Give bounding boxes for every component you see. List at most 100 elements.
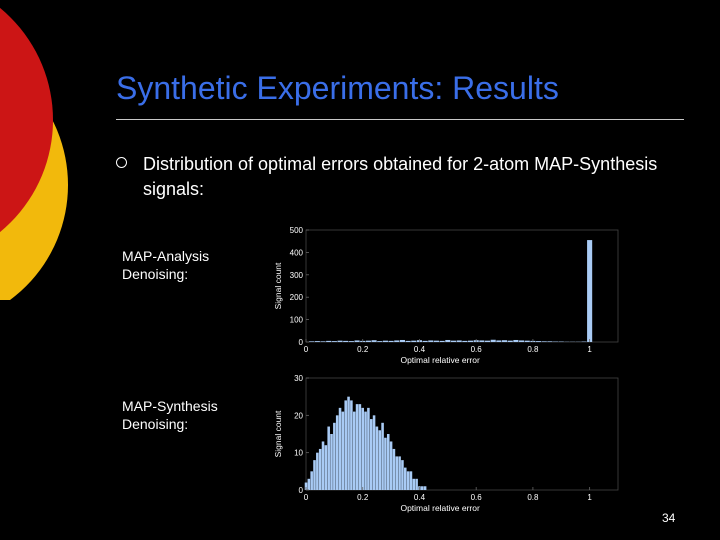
bar: [352, 411, 356, 490]
bar: [348, 341, 354, 342]
bar: [320, 341, 326, 342]
y-tick-label: 20: [294, 411, 303, 420]
synthesis-label: MAP-Synthesis Denoising:: [122, 397, 218, 433]
bar: [405, 340, 411, 342]
bar: [375, 426, 379, 490]
bar: [547, 341, 553, 342]
x-tick-label: 0.4: [414, 493, 426, 502]
bar: [496, 340, 502, 342]
bar: [401, 460, 404, 490]
bar: [326, 340, 332, 342]
bar: [384, 437, 387, 490]
bar: [377, 341, 383, 342]
bar: [382, 340, 388, 342]
bar: [307, 478, 311, 490]
page-number: 34: [662, 511, 676, 525]
bar: [372, 415, 376, 490]
bar: [423, 486, 427, 490]
bar: [541, 341, 547, 342]
y-axis-label: Signal count: [273, 410, 283, 457]
bar: [394, 340, 400, 342]
x-tick-label: 1: [587, 345, 592, 354]
analysis-label-line-2: Denoising:: [122, 266, 189, 282]
bullet-text: Distribution of optimal errors obtained …: [143, 154, 658, 199]
synthesis-label-line-2: Denoising:: [122, 416, 189, 432]
bar: [318, 448, 322, 490]
x-tick-label: 0.2: [357, 493, 369, 502]
bar: [395, 456, 399, 490]
bar: [536, 341, 542, 342]
analysis-histogram: 0 0.2 0.4 0.6 0.8 1 0 100 200 300 400 500 Optimal re…: [273, 226, 619, 365]
y-tick-label: 300: [290, 271, 304, 280]
bar: [428, 340, 434, 342]
bar: [367, 407, 370, 490]
bar: [386, 434, 390, 490]
slide-title: Synthetic Experiments: Results: [116, 70, 559, 106]
bar: [445, 339, 451, 342]
bar: [327, 426, 330, 490]
bar: [304, 482, 308, 490]
y-tick-label: 400: [290, 248, 304, 257]
bar: [381, 422, 384, 490]
bar: [524, 340, 530, 342]
bar: [433, 340, 440, 342]
bar: [467, 340, 474, 342]
bar: [403, 467, 407, 490]
bar: [331, 341, 337, 342]
bar: [388, 340, 394, 342]
bar: [422, 340, 428, 342]
bar: [490, 339, 496, 342]
x-tick-label: 0.8: [527, 345, 539, 354]
bar: [450, 340, 457, 342]
bar: [338, 407, 342, 490]
bar: [456, 340, 462, 342]
y-tick-label: 0: [299, 338, 304, 347]
bar: [361, 407, 365, 490]
bar: [365, 340, 371, 342]
bar: [587, 240, 593, 342]
bar: [439, 340, 445, 342]
bar: [513, 339, 519, 342]
bar: [479, 340, 485, 342]
bar: [337, 340, 343, 342]
bar: [369, 419, 373, 490]
title-divider: [116, 119, 684, 120]
x-tick-label: 0.6: [471, 493, 483, 502]
bar: [324, 445, 328, 490]
bar: [316, 452, 319, 490]
bar: [409, 471, 413, 490]
x-tick-label: 0.2: [357, 345, 369, 354]
analysis-label: MAP-Analysis Denoising:: [122, 247, 209, 283]
bar: [321, 441, 325, 490]
bar: [333, 422, 336, 490]
bar: [330, 434, 333, 490]
x-axis-label: Optimal relative error: [400, 355, 480, 365]
bar: [358, 404, 362, 490]
bar: [309, 341, 315, 342]
bar: [411, 340, 417, 342]
bar: [347, 396, 350, 490]
bar: [378, 430, 382, 490]
y-tick-label: 0: [299, 486, 304, 495]
y-tick-label: 500: [290, 226, 304, 235]
x-tick-label: 0.8: [527, 493, 539, 502]
x-tick-label: 0: [304, 493, 309, 502]
bar: [412, 478, 416, 490]
bar: [310, 471, 313, 490]
bullet-icon: [116, 157, 127, 168]
bar: [350, 400, 353, 490]
bar: [462, 340, 468, 342]
x-tick-label: 0.4: [414, 345, 426, 354]
y-tick-label: 10: [294, 449, 303, 458]
bar: [484, 340, 491, 342]
x-tick-label: 0: [304, 345, 309, 354]
bar: [398, 456, 401, 490]
bar: [354, 340, 360, 342]
bar: [355, 404, 359, 490]
bar: [406, 471, 410, 490]
x-axis-label: Optimal relative error: [400, 503, 480, 513]
bar: [519, 340, 525, 342]
y-axis-label: Signal count: [273, 262, 283, 309]
bar: [343, 340, 349, 342]
